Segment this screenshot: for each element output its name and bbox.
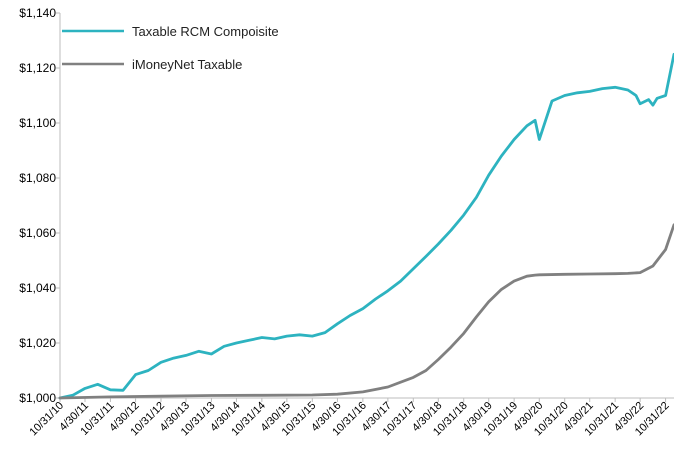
y-tick-label: $1,000 xyxy=(19,391,56,405)
series-lines xyxy=(58,52,674,400)
series-line-0 xyxy=(58,52,674,400)
series-line-1 xyxy=(58,223,674,400)
legend: Taxable RCM Compoisite iMoneyNet Taxable xyxy=(62,24,279,72)
y-tick-label: $1,040 xyxy=(19,281,56,295)
legend-label-imoneynet: iMoneyNet Taxable xyxy=(132,57,242,72)
y-tick-label: $1,140 xyxy=(19,6,56,20)
y-axis-ticks: $1,000 $1,020 $1,040 $1,060 $1,080 $1,100 $1,1… xyxy=(19,6,60,405)
y-tick-label: $1,100 xyxy=(19,116,56,130)
y-tick-label: $1,060 xyxy=(19,226,56,240)
x-tick-label: 10/31/10 xyxy=(27,400,66,439)
legend-label-rcm: Taxable RCM Compoisite xyxy=(132,24,279,39)
y-tick-label: $1,120 xyxy=(19,61,56,75)
y-tick-label: $1,020 xyxy=(19,336,56,350)
axes xyxy=(59,13,674,399)
y-tick-label: $1,080 xyxy=(19,171,56,185)
x-axis-ticks: 10/31/104/30/1110/31/114/30/1210/31/124/… xyxy=(27,398,672,439)
